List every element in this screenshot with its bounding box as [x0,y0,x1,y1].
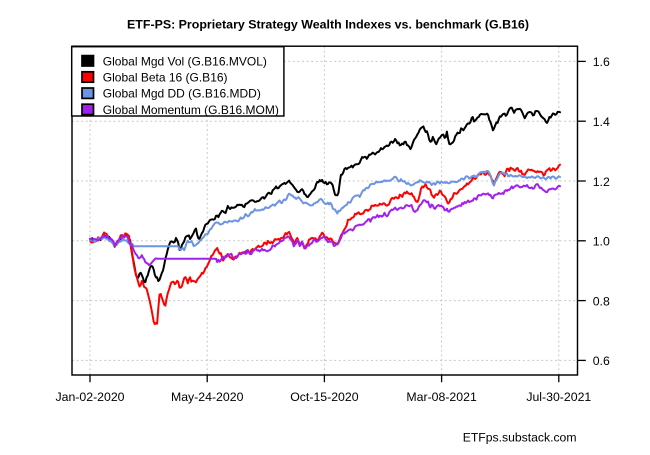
svg-text:Global Mgd Vol (G.B16.MVOL): Global Mgd Vol (G.B16.MVOL) [103,54,267,68]
svg-text:0.6: 0.6 [593,354,610,368]
svg-text:0.8: 0.8 [593,294,610,308]
svg-text:1.0: 1.0 [593,235,610,249]
svg-text:Oct-15-2020: Oct-15-2020 [290,390,359,404]
svg-text:Global Momentum (G.B16.MOM): Global Momentum (G.B16.MOM) [103,103,279,117]
svg-text:Jan-02-2020: Jan-02-2020 [55,390,124,404]
svg-text:Global Mgd DD (G.B16.MDD): Global Mgd DD (G.B16.MDD) [103,87,261,101]
svg-text:ETFps.substack.com: ETFps.substack.com [463,430,577,444]
svg-text:1.6: 1.6 [593,55,610,69]
svg-text:May-24-2020: May-24-2020 [171,390,244,404]
svg-text:Mar-08-2021: Mar-08-2021 [406,390,477,404]
svg-text:1.4: 1.4 [593,115,610,129]
svg-text:Jul-30-2021: Jul-30-2021 [526,390,591,404]
svg-text:Global Beta 16 (G.B16): Global Beta 16 (G.B16) [103,71,228,85]
svg-text:1.2: 1.2 [593,175,610,189]
svg-text:ETF-PS: Proprietary Strategy W: ETF-PS: Proprietary Strategy Wealth Inde… [127,17,529,31]
